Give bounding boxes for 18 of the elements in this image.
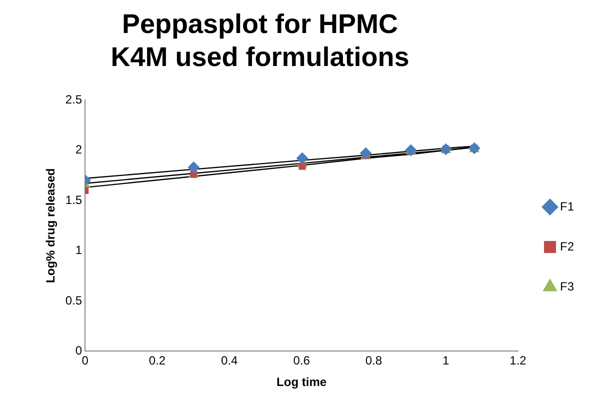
legend-label: F1 <box>560 199 574 214</box>
x-axis-title: Log time <box>276 375 327 390</box>
x-tick-label: 1.2 <box>510 354 527 368</box>
x-tick-label: 0.8 <box>365 354 382 368</box>
y-tick-label: 0 <box>75 344 82 358</box>
y-axis-title: Log% drug released <box>44 168 58 283</box>
y-tick-label: 2.5 <box>65 92 82 106</box>
x-tick-label: 0.6 <box>293 354 310 368</box>
y-tick-label: 0.5 <box>65 293 82 308</box>
y-tick-label: 1 <box>75 243 82 258</box>
y-tick-label: 1.5 <box>65 192 82 207</box>
y-tick-label: 2 <box>75 142 82 157</box>
legend-label: F2 <box>560 239 574 254</box>
legend-label: F3 <box>560 279 574 294</box>
chart-title: Peppasplot for HPMC K4M used formulations <box>110 8 410 74</box>
x-tick-label: 0.4 <box>221 354 238 368</box>
x-tick-label: 1 <box>442 354 450 368</box>
x-tick-label: 0.2 <box>148 354 166 368</box>
